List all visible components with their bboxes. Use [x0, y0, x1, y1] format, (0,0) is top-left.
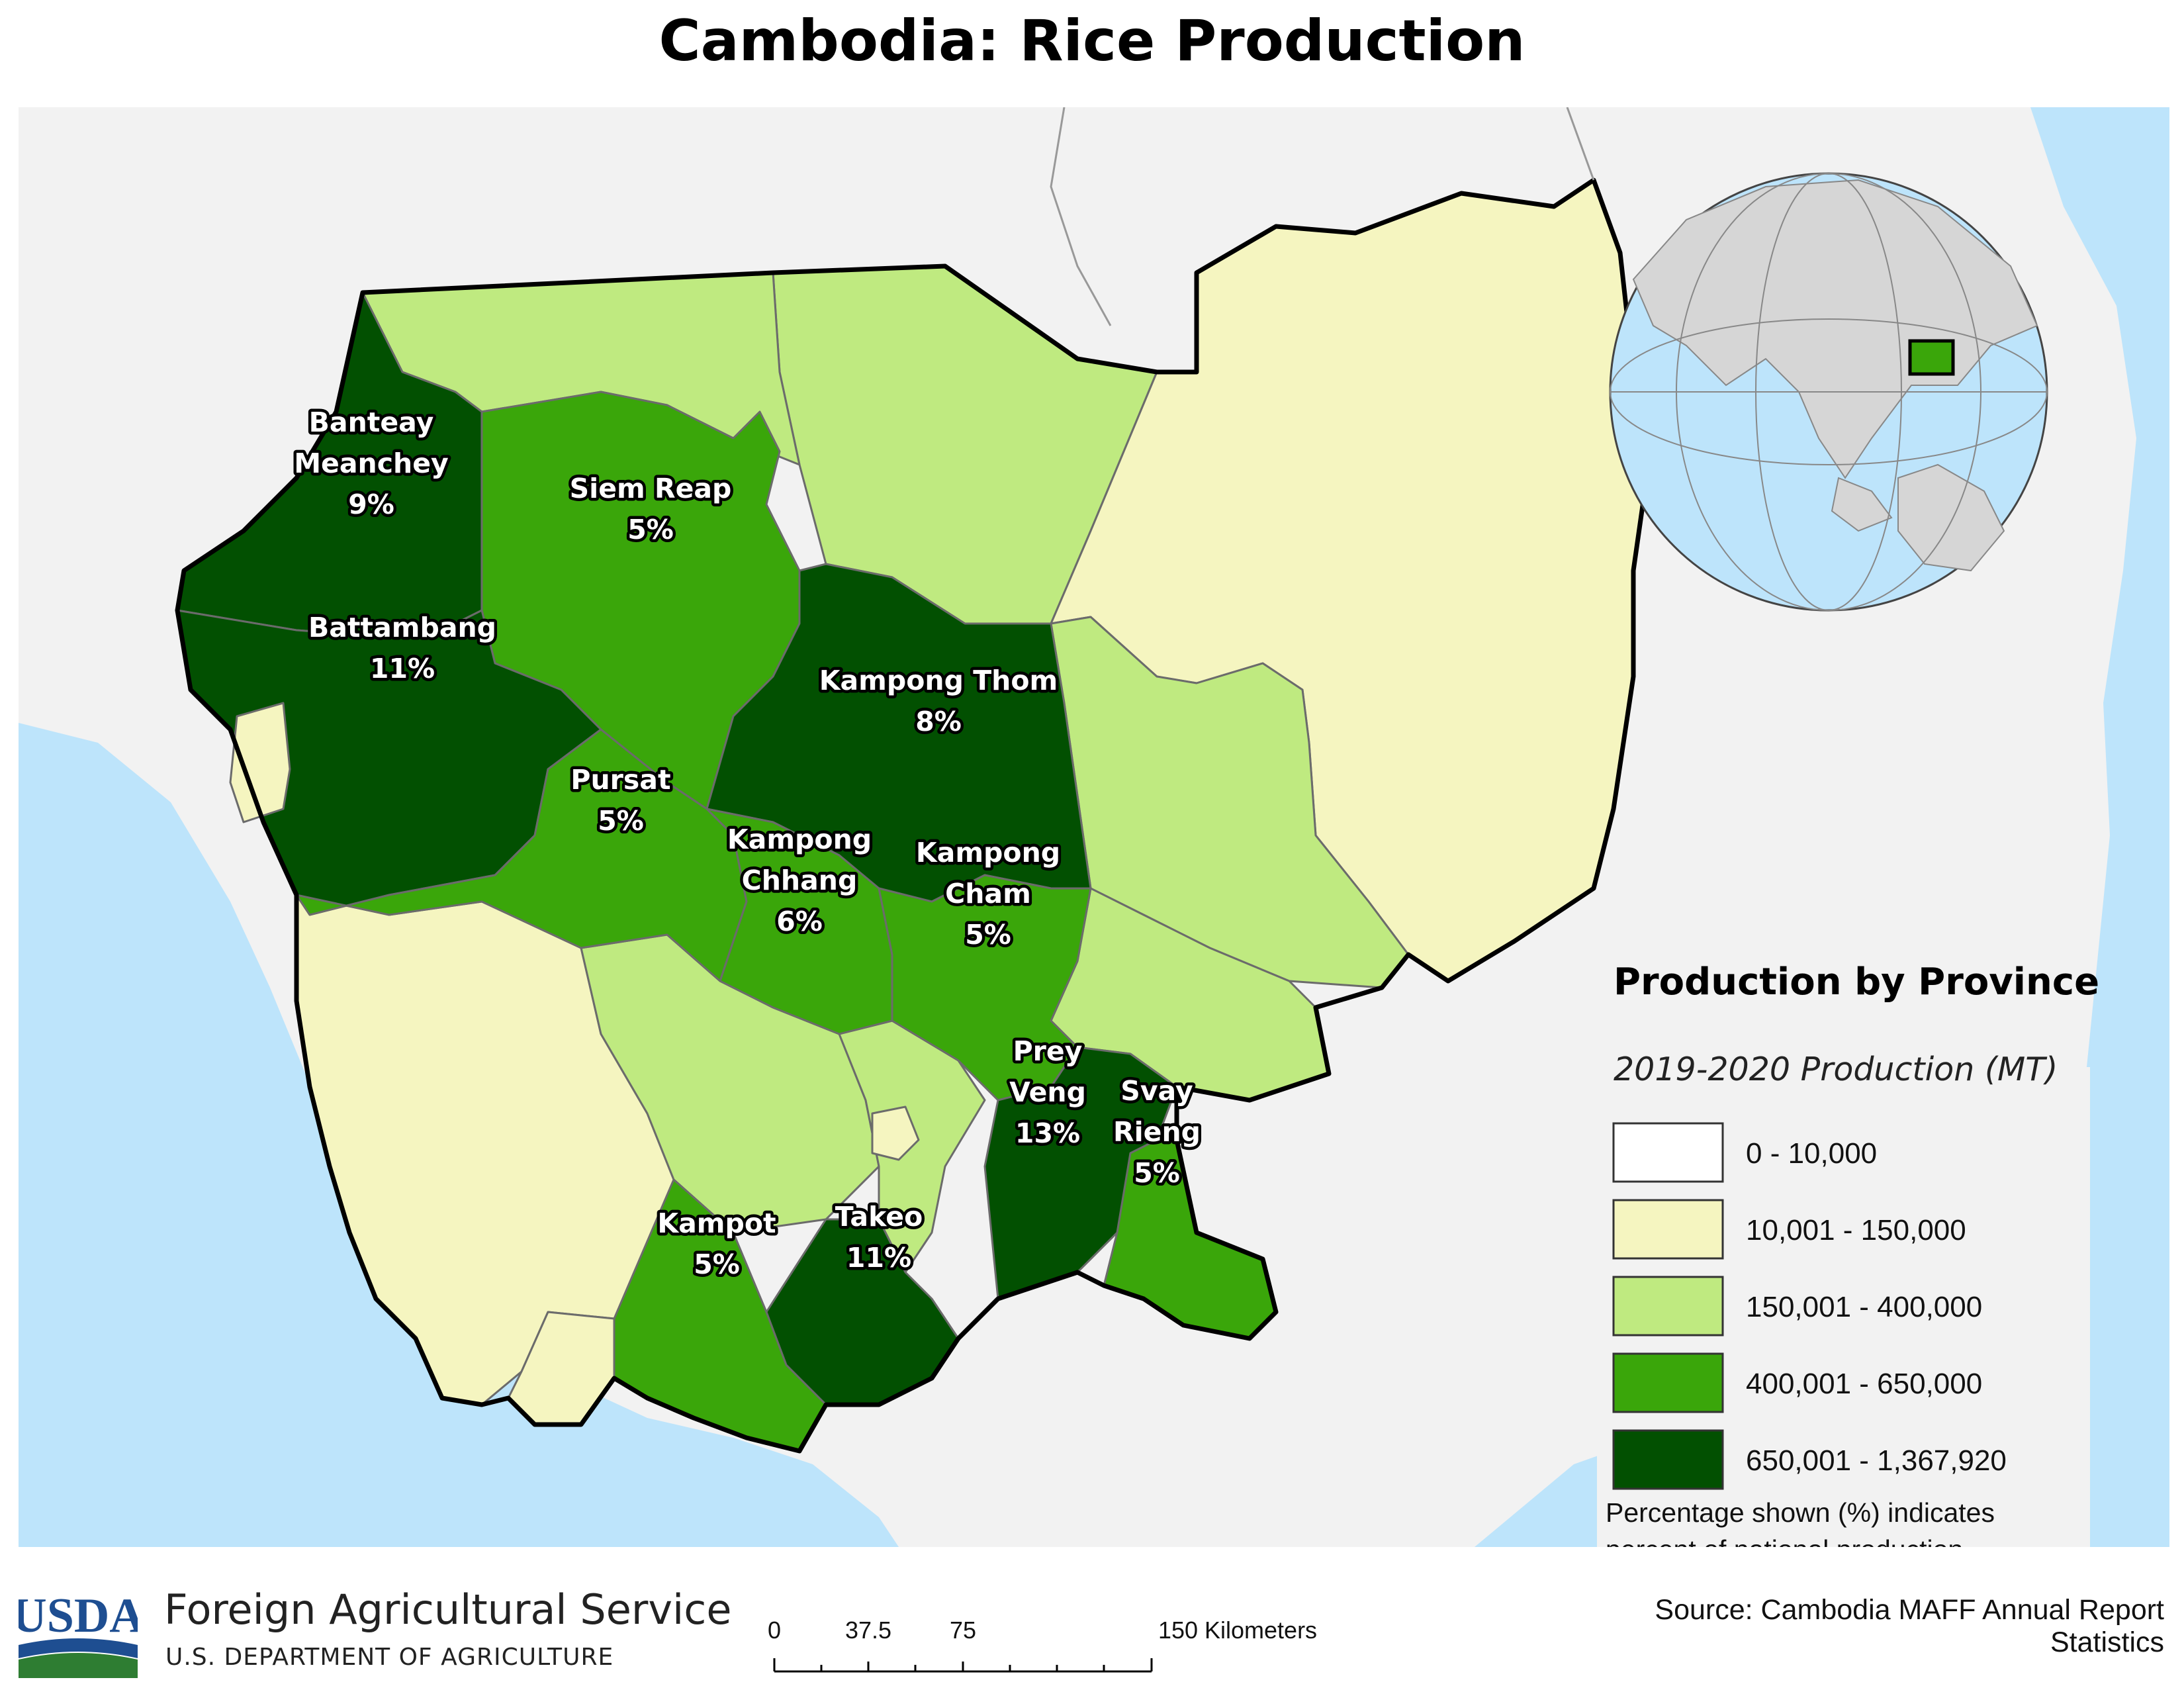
- legend-swatch-1: [1612, 1199, 1724, 1260]
- label-kampong-chhang-1: Chhang: [742, 865, 858, 896]
- label-takeo-1: 11%: [846, 1242, 911, 1274]
- legend-note-line2: percent of national production: [1606, 1534, 1963, 1547]
- label-kampong-cham-1: Cham: [945, 878, 1031, 910]
- department-name: U.S. DEPARTMENT OF AGRICULTURE: [165, 1644, 614, 1671]
- neighbor-border-laos: [1050, 107, 1595, 326]
- label-takeo-0: Takeo: [835, 1201, 923, 1233]
- legend-swatch-0: [1612, 1122, 1724, 1183]
- map-title: Cambodia: Rice Production: [659, 8, 1525, 74]
- label-kampong-thom-1: 8%: [915, 706, 962, 737]
- inset-globe: [1609, 172, 2048, 612]
- label-siem-reap-0: Siem Reap: [570, 473, 732, 504]
- agency-name: Foreign Agricultural Service: [164, 1585, 732, 1634]
- label-svay-rieng-2: 5%: [1134, 1157, 1180, 1189]
- scale-tick-0: 0: [768, 1617, 781, 1644]
- legend-label-3: 400,001 - 650,000: [1746, 1368, 1982, 1400]
- usda-logo: USDA: [19, 1589, 138, 1678]
- label-battambang-0: Battambang: [308, 612, 496, 643]
- label-siem-reap-1: 5%: [627, 514, 674, 545]
- label-kampong-cham-2: 5%: [965, 919, 1011, 951]
- label-svay-rieng-0: Svay: [1120, 1075, 1193, 1107]
- legend-swatch-4: [1612, 1429, 1724, 1490]
- label-kampot-1: 5%: [694, 1248, 740, 1280]
- label-banteay-meanchey-1: Meanchey: [294, 447, 449, 479]
- source-note: Source: Cambodia MAFF Annual Report Stat…: [1655, 1594, 2164, 1658]
- label-prey-veng-1: Veng: [1009, 1076, 1086, 1108]
- legend-title: Production by Province: [1614, 961, 2099, 1004]
- province-kampong-chhnang: [705, 808, 893, 1035]
- province-labels: Banteay Meanchey 9% Siem Reap 5% Battambang 11…: [291, 404, 1204, 1284]
- label-pursat-0: Pursat: [570, 764, 670, 796]
- label-svay-rieng-1: Rieng: [1113, 1116, 1201, 1148]
- gulf-of-thailand: [19, 723, 899, 1547]
- legend-label-2: 150,001 - 400,000: [1746, 1291, 1982, 1323]
- legend-subtitle: 2019-2020 Production (MT): [1614, 1051, 2058, 1088]
- province-kampong-cham: [878, 874, 1092, 1102]
- legend-swatch-2: [1612, 1276, 1724, 1336]
- province-phnom-penh: [871, 1105, 920, 1161]
- scale-bar: 0 37.5 75 150 Kilometers: [768, 1617, 1317, 1673]
- label-kampong-chhang-2: 6%: [776, 906, 823, 937]
- label-banteay-meanchey-2: 9%: [348, 489, 394, 520]
- legend-label-4: 650,001 - 1,367,920: [1746, 1444, 2007, 1477]
- label-battambang-1: 11%: [370, 653, 435, 684]
- legend: Production by Province 2019-2020 Product…: [1597, 961, 2099, 1547]
- label-kampot-0: Kampot: [657, 1207, 776, 1239]
- scale-tick-75: 75: [950, 1617, 976, 1644]
- map-frame: Banteay Meanchey 9% Siem Reap 5% Battambang 11…: [19, 107, 2169, 1547]
- label-prey-veng-0: Prey: [1013, 1035, 1083, 1067]
- label-pursat-1: 5%: [598, 805, 644, 837]
- scale-tick-37: 37.5: [845, 1617, 891, 1644]
- scale-tick-150: 150 Kilometers: [1158, 1617, 1317, 1644]
- label-kampong-chhang-0: Kampong: [727, 823, 872, 855]
- legend-label-0: 0 - 10,000: [1746, 1137, 1877, 1170]
- legend-label-1: 10,001 - 150,000: [1746, 1214, 1966, 1246]
- label-kampong-cham-0: Kampong: [916, 837, 1060, 868]
- province-pailin: [229, 702, 291, 823]
- legend-note-line1: Percentage shown (%) indicates: [1606, 1497, 1995, 1528]
- legend-swatch-3: [1612, 1352, 1724, 1413]
- usda-wordmark: USDA: [19, 1589, 138, 1643]
- label-kampong-thom-0: Kampong Thom: [819, 665, 1058, 696]
- label-banteay-meanchey-0: Banteay: [309, 406, 434, 438]
- label-prey-veng-2: 13%: [1015, 1117, 1080, 1149]
- south-china-sea: [1475, 107, 2169, 1547]
